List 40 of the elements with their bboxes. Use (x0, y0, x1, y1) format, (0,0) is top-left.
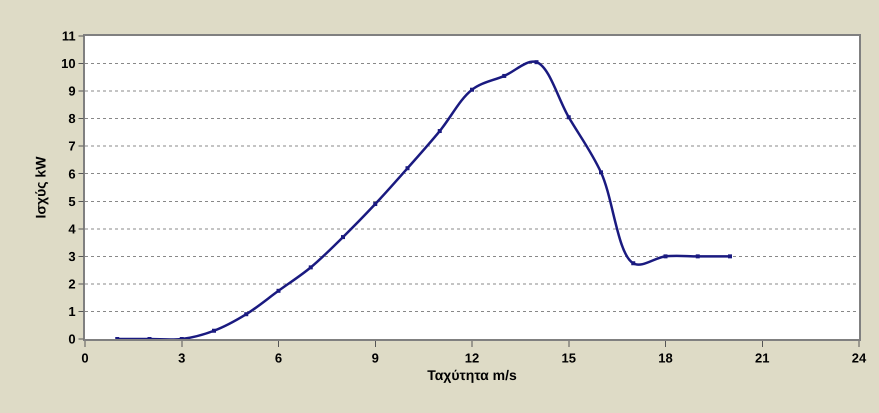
x-tick-label: 6 (274, 350, 282, 366)
y-tick-label: 7 (68, 138, 76, 154)
y-tick-label: 10 (61, 56, 76, 72)
point (534, 60, 538, 64)
point (728, 254, 732, 258)
x-tick-label: 3 (178, 350, 186, 366)
point (406, 166, 410, 170)
point (276, 288, 280, 293)
point (566, 115, 571, 120)
point (502, 74, 506, 78)
x-tick-label: 9 (372, 350, 379, 366)
y-tick-label: 3 (68, 248, 76, 264)
point (438, 129, 442, 134)
x-tick-label: 21 (755, 350, 770, 366)
point (599, 170, 603, 174)
point (341, 235, 345, 240)
point (212, 328, 216, 333)
point (664, 254, 668, 258)
y-tick-label: 11 (62, 28, 76, 44)
x-tick-label: 12 (464, 350, 480, 366)
y-axis-title: Ισχύς kW (32, 156, 48, 218)
point (470, 88, 474, 92)
point (373, 202, 378, 206)
point (244, 312, 248, 316)
y-tick-label: 1 (68, 304, 76, 319)
x-tick-label: 0 (81, 350, 89, 366)
point (696, 254, 700, 258)
y-tick-label: 0 (68, 332, 76, 347)
x-tick-label: 15 (562, 350, 576, 366)
y-tick-label: 6 (68, 166, 76, 182)
y-tick-label: 4 (68, 221, 76, 236)
point (308, 265, 313, 270)
x-axis-title: Ταχύτητα m/s (427, 367, 518, 384)
y-tick-label: 9 (68, 84, 76, 99)
y-tick-label: 2 (68, 276, 76, 292)
x-tick-label: 18 (658, 350, 673, 366)
y-tick-label: 8 (68, 111, 76, 126)
x-tick-label: 24 (852, 350, 867, 366)
point (631, 261, 636, 266)
y-tick-label: 5 (68, 194, 76, 209)
